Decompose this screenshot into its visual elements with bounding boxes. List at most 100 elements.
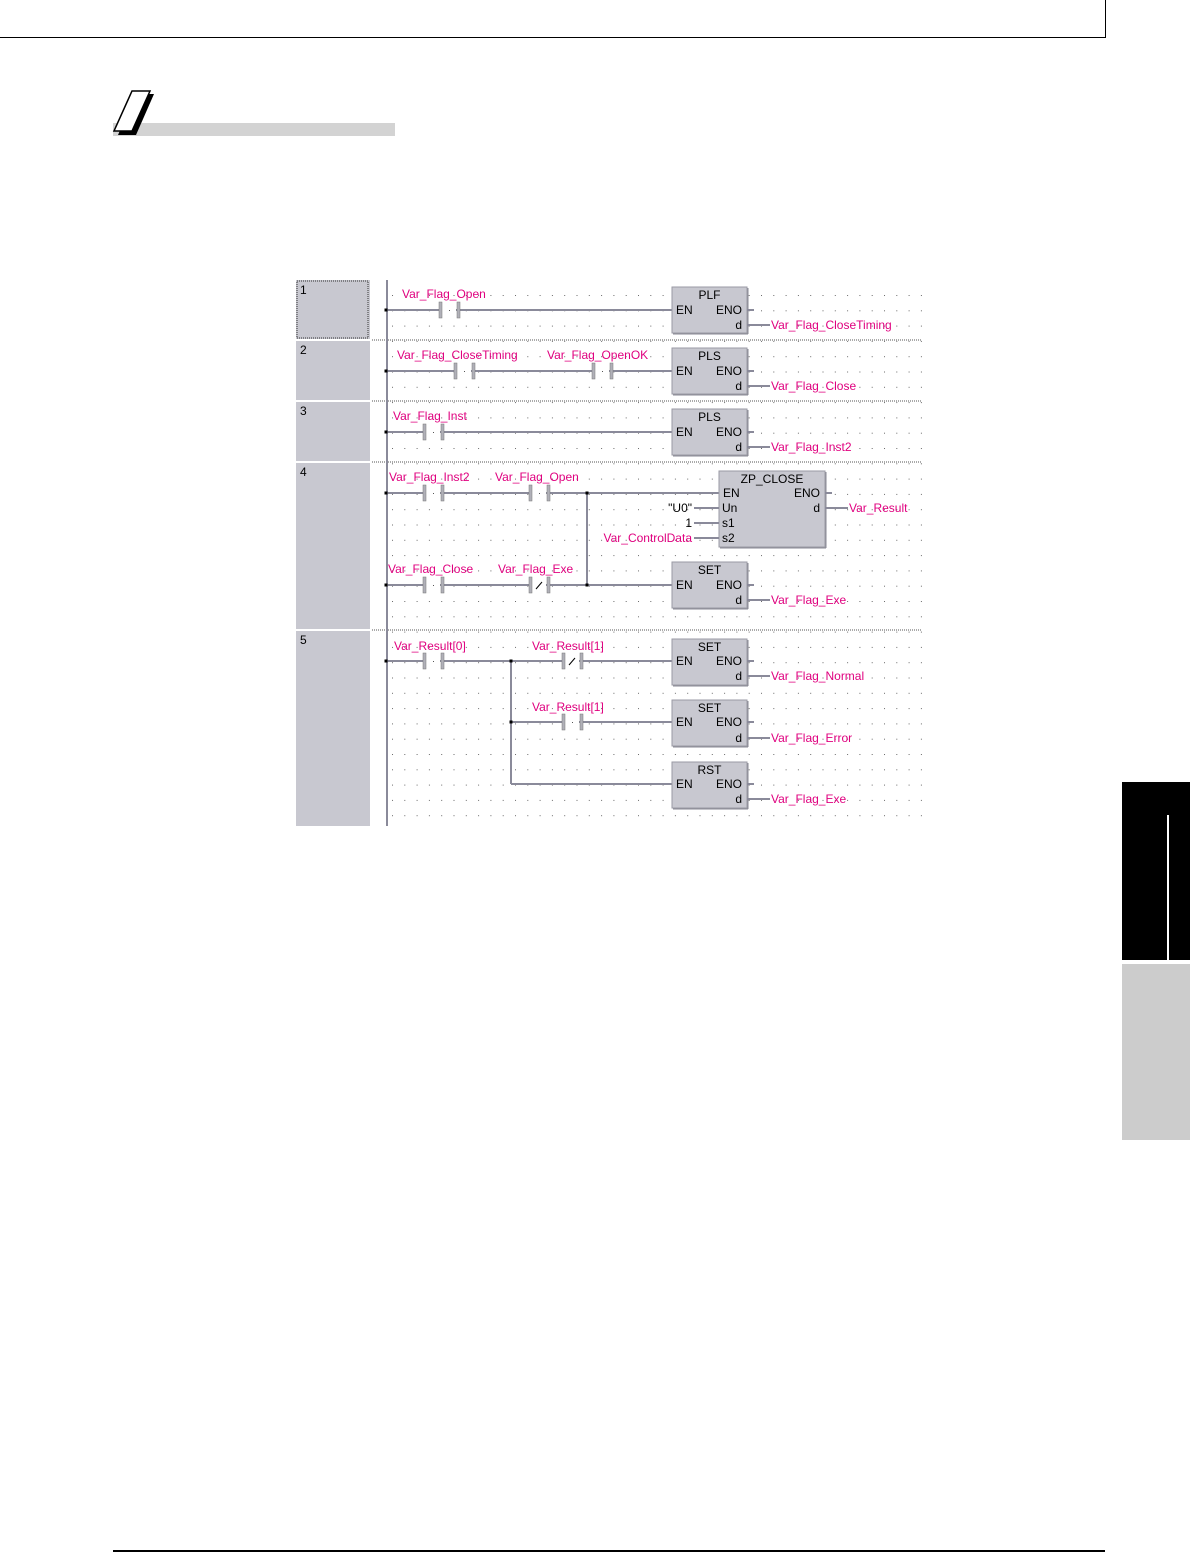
header-right-edge <box>1105 0 1106 38</box>
output-variable: Var_Flag_Inst2 <box>771 440 852 454</box>
header-rule <box>0 37 1106 38</box>
pin-d: d <box>735 792 742 806</box>
contact-label: Var_Result[0] <box>394 639 466 653</box>
output-variable: Var_Flag_Error <box>771 731 852 745</box>
instruction-block[interactable]: SET EN ENO d Var_Flag_Error <box>671 699 852 748</box>
junction-dot <box>384 659 388 663</box>
no-contact[interactable]: Var_Result[1] <box>532 700 604 731</box>
output-variable: Var_Flag_Normal <box>771 669 864 683</box>
pin-en: EN <box>676 303 693 317</box>
note-heading-bar <box>113 123 395 136</box>
footer-rule <box>113 1550 1105 1552</box>
pin-en: EN <box>676 777 693 791</box>
chapter-tab-marker <box>1167 815 1169 960</box>
contact-label: Var_Flag_Exe <box>498 562 573 576</box>
pin-en: EN <box>676 654 693 668</box>
no-contact[interactable]: Var_Flag_Open <box>402 287 486 319</box>
rung-number[interactable]: 4 <box>300 465 307 479</box>
junction-dot <box>585 583 589 587</box>
instruction-name: PLS <box>698 410 721 424</box>
output-variable: Var_Flag_Exe <box>771 792 846 806</box>
junction-dot <box>384 430 388 434</box>
pin-d: d <box>735 379 742 393</box>
junction-dot <box>384 369 388 373</box>
pin-d: d <box>813 501 820 515</box>
output-variable: Var_Flag_CloseTiming <box>771 318 892 332</box>
pin-eno: ENO <box>716 364 742 378</box>
contact-label: Var_Flag_CloseTiming <box>397 348 518 362</box>
pin-eno: ENO <box>716 777 742 791</box>
contact-label: Var_Result[1] <box>532 700 604 714</box>
rung-number-column <box>296 280 370 826</box>
contact-label: Var_Flag_Open <box>402 287 486 301</box>
instruction-name: PLS <box>698 349 721 363</box>
junction-dot <box>585 491 589 495</box>
rung-number[interactable]: 5 <box>300 633 307 647</box>
junction-dot <box>384 583 388 587</box>
pin-eno: ENO <box>716 715 742 729</box>
pin-en: EN <box>676 715 693 729</box>
pin-eno: ENO <box>716 578 742 592</box>
pin-en: EN <box>676 425 693 439</box>
output-variable: Var_Flag_Exe <box>771 593 846 607</box>
junction-dot <box>509 720 513 724</box>
nc-contact[interactable]: Var_Result[1] <box>532 639 604 670</box>
junction-dot <box>509 659 513 663</box>
pin-eno: ENO <box>716 303 742 317</box>
pin-d: d <box>735 731 742 745</box>
note-page-icon <box>112 90 154 135</box>
input-pin: s1 <box>722 516 735 530</box>
pin-eno: ENO <box>794 486 820 500</box>
pin-en: EN <box>676 578 693 592</box>
pin-d: d <box>735 318 742 332</box>
contact-label: Var_Flag_Open <box>495 470 579 484</box>
no-contact[interactable]: Var_Flag_Inst2 <box>389 470 470 502</box>
contact-label: Var_Result[1] <box>532 639 604 653</box>
input-value: "U0" <box>668 501 692 515</box>
grid-dots <box>392 282 922 824</box>
junction-dot <box>384 491 388 495</box>
negation-slash <box>535 581 543 590</box>
instruction-name: SET <box>698 701 722 715</box>
rung-number[interactable]: 2 <box>300 343 307 357</box>
junction-dot <box>384 308 388 312</box>
no-contact[interactable]: Var_Flag_CloseTiming <box>397 348 518 380</box>
negation-slash <box>568 657 576 666</box>
instruction-name: SET <box>698 640 722 654</box>
instruction-name: PLF <box>698 288 720 302</box>
pin-d: d <box>735 593 742 607</box>
output-variable: Var_Flag_Close <box>771 379 856 393</box>
nc-contact[interactable]: Var_Flag_Exe <box>498 562 573 594</box>
rung-number[interactable]: 3 <box>300 404 307 418</box>
no-contact[interactable]: Var_Flag_Inst <box>393 409 467 441</box>
chapter-tab-active <box>1122 782 1190 960</box>
no-contact[interactable]: Var_Flag_Close <box>388 562 473 594</box>
pin-d: d <box>735 440 742 454</box>
no-contact[interactable]: Var_Result[0] <box>394 639 466 670</box>
instruction-name: SET <box>698 563 722 577</box>
output-variable: Var_Result <box>849 501 908 515</box>
rung-number[interactable]: 1 <box>300 283 307 297</box>
chapter-tab-inactive <box>1122 964 1190 1140</box>
instruction-name: RST <box>698 763 723 777</box>
contact-label: Var_Flag_Inst <box>393 409 467 423</box>
input-pin: Un <box>722 501 737 515</box>
no-contact[interactable]: Var_Flag_Open <box>495 470 579 502</box>
contact-label: Var_Flag_Close <box>388 562 473 576</box>
contact-label: Var_Flag_Inst2 <box>389 470 470 484</box>
input-value: 1 <box>685 516 692 530</box>
no-contact[interactable]: Var_Flag_OpenOK <box>547 348 648 380</box>
instruction-name: ZP_CLOSE <box>741 472 804 486</box>
pin-d: d <box>735 669 742 683</box>
pin-en: EN <box>676 364 693 378</box>
input-value: Var_ControlData <box>604 531 693 545</box>
pin-eno: ENO <box>716 425 742 439</box>
